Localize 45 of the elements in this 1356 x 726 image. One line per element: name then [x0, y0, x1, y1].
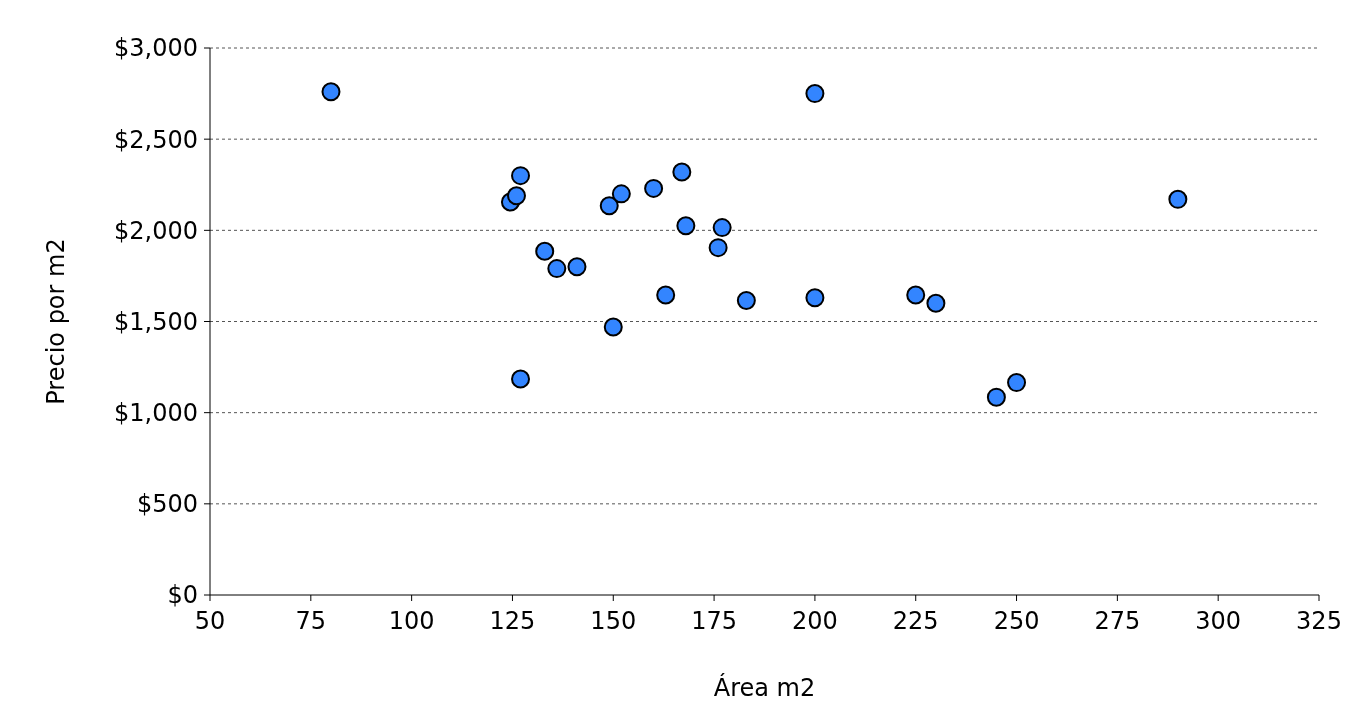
- point: [1168, 189, 1188, 209]
- point: [656, 285, 676, 305]
- point: [567, 257, 587, 277]
- point: [712, 218, 732, 238]
- point: [644, 178, 664, 198]
- y-tick-label: $1,500: [114, 307, 198, 336]
- point: [506, 186, 526, 206]
- point: [906, 285, 926, 305]
- point: [676, 216, 696, 236]
- x-tick-label: 275: [1094, 607, 1141, 635]
- point: [535, 241, 555, 261]
- y-tick-label: $2,000: [114, 216, 198, 245]
- point: [736, 291, 756, 311]
- point: [672, 162, 692, 182]
- x-tick-label: 200: [792, 607, 838, 635]
- point: [599, 196, 619, 216]
- x-axis-title: Área m2: [713, 673, 816, 702]
- point: [321, 82, 341, 102]
- point: [986, 387, 1006, 407]
- x-tick-label: 175: [691, 607, 737, 635]
- point: [511, 166, 531, 186]
- point: [1007, 373, 1027, 393]
- x-tick-label: 75: [295, 607, 327, 635]
- point: [805, 288, 825, 308]
- x-tick-label: 50: [194, 607, 226, 635]
- x-tick-label: 150: [590, 607, 637, 635]
- x-tick-label: 325: [1296, 607, 1342, 635]
- point: [511, 369, 531, 389]
- x-tick-label: 100: [388, 607, 435, 635]
- y-tick-label: $0: [167, 581, 198, 610]
- x-tick-label: 225: [892, 607, 939, 635]
- x-tick-label: 250: [993, 607, 1040, 635]
- y-axis-title: Precio por m2: [42, 238, 70, 405]
- y-tick-label: $1,000: [114, 399, 198, 428]
- point: [926, 293, 946, 313]
- point: [603, 317, 623, 337]
- point: [805, 84, 825, 104]
- point: [708, 238, 728, 258]
- point: [611, 184, 631, 204]
- y-tick-label: $3,000: [114, 34, 198, 63]
- y-tick-label: $2,500: [114, 125, 198, 154]
- x-tick-label: 300: [1195, 607, 1242, 635]
- y-tick-label: $500: [136, 490, 198, 519]
- x-tick-label: 125: [489, 607, 536, 635]
- point: [547, 259, 567, 279]
